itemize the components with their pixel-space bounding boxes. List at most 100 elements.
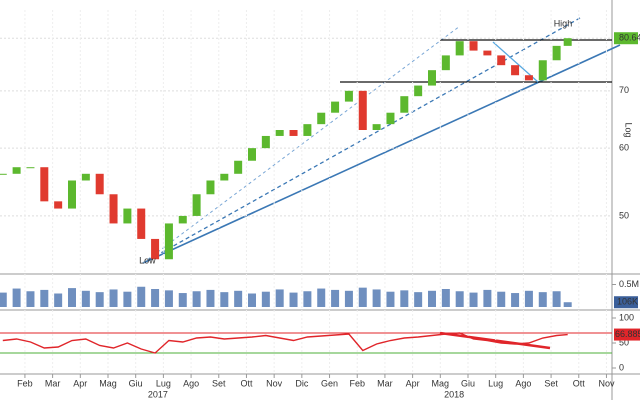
volume-bar	[261, 291, 270, 307]
trend-line	[142, 44, 621, 264]
candle	[331, 101, 340, 113]
x-tick-label: Dic	[295, 378, 308, 388]
volume-bar	[40, 289, 49, 307]
candle	[563, 38, 572, 46]
volume-bar	[552, 291, 561, 307]
volume-bar	[455, 291, 464, 307]
y-tick-label: 50	[619, 210, 629, 220]
x-tick-label: Set	[544, 378, 558, 388]
x-tick-label: Nov	[266, 378, 283, 388]
volume-bar	[151, 289, 160, 307]
volume-bar	[358, 287, 367, 307]
candle	[40, 167, 49, 202]
candle	[261, 135, 270, 149]
candle	[511, 65, 520, 76]
volume-bar	[54, 293, 63, 307]
value-label: 106K	[617, 297, 638, 307]
y-tick-label: 0	[619, 362, 624, 372]
volume-bar	[95, 292, 104, 307]
candle	[192, 194, 201, 216]
last-volume-box	[614, 296, 638, 309]
candle	[12, 167, 21, 174]
candle	[151, 238, 160, 260]
x-tick-label: Mar	[377, 378, 393, 388]
volume-bar	[303, 291, 312, 307]
candle	[137, 208, 146, 239]
volume-bar	[289, 292, 298, 307]
x-tick-label: Feb	[17, 378, 33, 388]
candle	[26, 167, 35, 169]
candle	[552, 45, 561, 61]
volume-bar	[441, 289, 450, 307]
volume-bar	[428, 290, 436, 307]
candle	[109, 194, 118, 224]
volume-bar	[192, 291, 201, 307]
volume-bar	[400, 290, 409, 307]
volume-bar	[26, 291, 35, 307]
annotation: High	[554, 19, 573, 29]
value-label: 66.8853	[615, 329, 640, 339]
volume-bar	[178, 293, 187, 307]
volume-bar	[317, 288, 326, 307]
volume-bar	[206, 289, 215, 307]
candle	[234, 160, 243, 174]
x-tick-label: Mag	[432, 378, 450, 388]
volume-bar	[0, 292, 7, 307]
x-tick-label: Set	[212, 378, 226, 388]
candle	[372, 124, 381, 131]
volume-bar	[497, 291, 506, 307]
volume-bar	[81, 290, 90, 307]
x-tick-label: Gen	[321, 378, 338, 388]
candle	[441, 55, 450, 71]
candle	[344, 90, 353, 102]
volume-bar	[511, 293, 520, 307]
volume-bar	[469, 292, 478, 307]
candle	[220, 173, 229, 181]
candle	[81, 173, 90, 181]
x-tick-label: Ago	[183, 378, 199, 388]
annotation: Low	[139, 256, 156, 266]
last-rsi-box	[614, 328, 640, 341]
candle	[469, 41, 478, 51]
candle	[206, 180, 215, 195]
volume-bar	[12, 288, 21, 307]
candle	[497, 55, 506, 66]
rsi-trend	[439, 331, 551, 350]
volume-bar	[483, 289, 492, 307]
rsi-line	[2, 332, 568, 354]
candle	[317, 112, 326, 125]
volume-bar	[331, 289, 340, 307]
candle	[54, 201, 63, 209]
volume-bar	[372, 289, 381, 307]
candle	[303, 124, 312, 136]
candle	[248, 148, 256, 161]
volume-bar	[220, 292, 229, 307]
candle	[95, 173, 104, 195]
x-tick-label: Nov	[598, 378, 615, 388]
y-tick-label: 70	[619, 85, 629, 95]
y-tick-label: 100	[619, 312, 634, 322]
x-tick-label: Giu	[461, 378, 475, 388]
axis-label: Log	[624, 122, 634, 137]
year-label: 2017	[148, 389, 168, 399]
x-tick-label: Feb	[349, 378, 365, 388]
candle	[123, 208, 132, 224]
volume-bar	[524, 290, 533, 307]
volume-bar	[123, 291, 132, 307]
candle	[178, 215, 187, 224]
candle	[428, 70, 436, 86]
volume-bar	[164, 290, 173, 307]
y-tick-label: 80.64	[619, 33, 640, 43]
volume-bar	[344, 290, 353, 307]
x-tick-label: Lug	[156, 378, 171, 388]
x-tick-label: Lug	[488, 378, 503, 388]
volume-bar	[234, 290, 243, 307]
x-tick-label: Apr	[73, 378, 87, 388]
year-label: 2018	[444, 389, 464, 399]
volume-bar	[248, 293, 256, 307]
candle	[483, 50, 492, 56]
candle	[455, 41, 464, 56]
candle	[0, 173, 7, 175]
